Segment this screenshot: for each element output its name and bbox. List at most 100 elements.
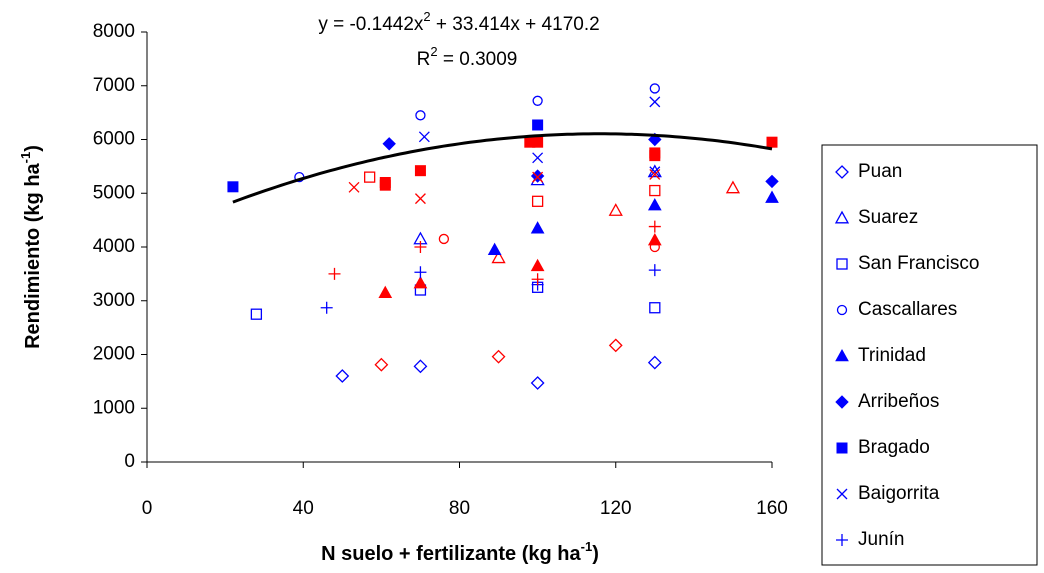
marker	[530, 376, 545, 390]
marker	[415, 110, 426, 121]
marker	[649, 96, 661, 108]
marker	[378, 285, 393, 298]
y-tick-label: 7000	[93, 75, 135, 96]
x-axis-title-part: N suelo + fertilizante (kg ha	[321, 543, 581, 565]
marker	[418, 131, 430, 143]
legend-marker	[834, 210, 850, 224]
marker	[491, 349, 506, 364]
marker	[648, 264, 661, 277]
y-tick-label: 4000	[93, 236, 135, 257]
marker	[531, 273, 544, 286]
marker	[649, 184, 661, 197]
x-axis-title-part: -1	[581, 539, 593, 554]
marker	[725, 180, 741, 194]
marker	[649, 302, 661, 314]
marker	[382, 137, 396, 151]
legend-label: Suarez	[858, 207, 918, 228]
marker	[608, 338, 623, 353]
legend-box	[821, 144, 1038, 566]
r-squared-part: R	[417, 49, 431, 70]
marker	[414, 165, 426, 177]
legend-marker	[836, 304, 848, 316]
marker	[532, 152, 544, 164]
x-tick-label: 80	[449, 498, 470, 519]
marker	[379, 177, 391, 188]
marker	[649, 166, 661, 178]
y-tick-label: 2000	[93, 344, 135, 365]
y-tick-label: 8000	[93, 21, 135, 42]
r-squared-part: = 0.3009	[438, 49, 518, 70]
marker	[532, 171, 544, 183]
marker	[532, 136, 544, 148]
legend-label: Trinidad	[858, 345, 926, 366]
marker	[608, 203, 623, 216]
legend-label: Bragado	[858, 437, 930, 458]
marker	[530, 221, 545, 234]
trendline-equation-part: 2	[423, 9, 430, 24]
x-tick-label: 160	[756, 498, 788, 519]
x-axis-title-part: )	[592, 543, 599, 565]
marker	[413, 359, 428, 374]
legend-label: Arribeños	[858, 391, 939, 412]
marker	[530, 169, 545, 183]
marker	[348, 181, 360, 193]
marker	[414, 241, 427, 253]
r-squared-part: 2	[430, 44, 437, 59]
marker	[487, 242, 502, 255]
trendline-equation-part: + 33.414x + 4170.2	[431, 14, 600, 35]
legend-marker	[836, 258, 848, 270]
x-axis-title: N suelo + fertilizante (kg ha-1)	[321, 539, 599, 565]
marker	[531, 195, 544, 207]
legend-label: Junín	[858, 529, 904, 550]
marker	[335, 369, 350, 383]
r-squared: R2 = 0.3009	[417, 44, 518, 70]
y-tick-label: 3000	[93, 290, 135, 311]
legend-marker	[835, 395, 849, 409]
x-tick-label: 120	[600, 498, 632, 519]
marker	[532, 95, 543, 106]
legend-marker	[836, 534, 848, 546]
marker	[649, 168, 661, 180]
marker	[227, 181, 239, 193]
marker	[647, 232, 662, 246]
marker	[250, 308, 263, 320]
y-axis-title: Rendimiento (kg ha-1)	[18, 145, 44, 349]
y-axis-title-part: -1	[18, 152, 33, 164]
marker	[320, 301, 333, 314]
marker	[532, 119, 544, 131]
y-tick-label: 0	[124, 451, 135, 472]
marker	[765, 190, 779, 203]
trendline	[232, 132, 773, 204]
legend-marker	[835, 165, 849, 179]
y-tick-label: 1000	[93, 397, 135, 418]
y-axis-title-part: Rendimiento (kg ha	[22, 162, 44, 348]
y-tick-label: 5000	[93, 182, 135, 203]
legend-marker	[835, 348, 849, 362]
marker	[649, 147, 661, 159]
y-axis-title-part: )	[22, 145, 44, 152]
marker	[649, 83, 660, 94]
marker	[647, 198, 662, 211]
trendline-equation: y = -0.1442x2 + 33.414x + 4170.2	[318, 9, 599, 35]
x-tick-label: 0	[142, 498, 153, 519]
legend-label: Baigorrita	[858, 483, 940, 504]
marker	[414, 266, 427, 279]
legend-marker	[836, 488, 848, 500]
legend-label: Puan	[858, 161, 902, 182]
marker	[491, 250, 506, 264]
marker	[766, 136, 778, 148]
legend-label: Cascallares	[858, 299, 957, 320]
trendline-equation-part: y = -0.1442x	[318, 14, 424, 35]
legend-marker	[836, 442, 848, 454]
marker	[765, 174, 779, 189]
marker	[648, 220, 661, 233]
y-tick-label: 6000	[93, 129, 135, 150]
legend-label: San Francisco	[858, 253, 979, 274]
marker	[530, 258, 545, 272]
marker	[413, 275, 428, 289]
marker	[364, 171, 376, 183]
marker	[647, 355, 662, 370]
marker	[414, 193, 426, 205]
x-tick-label: 40	[293, 498, 314, 519]
